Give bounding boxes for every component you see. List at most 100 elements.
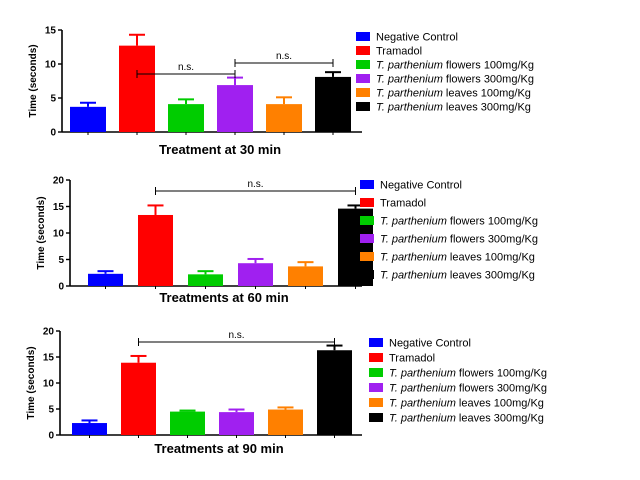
y-tick-label: 0: [48, 431, 54, 442]
significance-label: n.s.: [178, 62, 194, 73]
legend-label: T. parthenium leaves 300mg/Kg: [376, 102, 531, 114]
legend-label-text: flowers 100mg/Kg: [456, 368, 547, 380]
legend-label: T. parthenium leaves 300mg/Kg: [389, 413, 544, 425]
legend: Negative Control Tramadol T. parthenium fl…: [360, 180, 538, 282]
legend-label-italic: T. parthenium: [380, 270, 447, 282]
legend-label: Tramadol: [389, 353, 435, 365]
y-tick-label: 0: [58, 282, 64, 293]
legend-label-text: leaves 100mg/Kg: [447, 252, 535, 264]
legend-swatch: [369, 368, 383, 377]
legend-swatch: [369, 338, 383, 347]
legend-swatch: [369, 413, 383, 422]
legend-label-text: leaves 300mg/Kg: [447, 270, 535, 282]
bar-2: [138, 214, 173, 286]
legend-swatch: [360, 234, 374, 243]
bar-5: [266, 104, 302, 132]
legend-label-text: leaves 100mg/Kg: [443, 88, 531, 100]
legend-label-text: Tramadol: [380, 198, 426, 210]
legend-label: T. parthenium leaves 300mg/Kg: [380, 270, 535, 282]
y-tick-label: 5: [48, 405, 54, 416]
legend-label: T. parthenium flowers 100mg/Kg: [380, 216, 538, 228]
y-tick-label: 20: [43, 327, 55, 338]
legend: Negative Control Tramadol T. parthenium fl…: [369, 338, 547, 425]
legend-label: Tramadol: [376, 46, 422, 58]
legend-label-text: flowers 100mg/Kg: [443, 60, 534, 72]
legend-label-italic: T. parthenium: [389, 413, 456, 425]
legend-label: Negative Control: [380, 180, 462, 192]
legend-label-text: Negative Control: [376, 32, 458, 44]
legend-label-italic: T. parthenium: [380, 216, 447, 228]
x-axis-label: Treatments at 60 min: [159, 290, 288, 305]
legend-swatch: [360, 270, 374, 279]
legend-swatch: [356, 46, 370, 55]
bar-3: [188, 274, 223, 286]
legend-label: Negative Control: [376, 32, 458, 44]
legend-label-text: flowers 100mg/Kg: [447, 216, 538, 228]
significance-label: n.s.: [228, 330, 244, 341]
legend-label: T. parthenium flowers 300mg/Kg: [376, 74, 534, 86]
legend-label-italic: T. parthenium: [376, 60, 443, 72]
bar-1: [72, 423, 107, 435]
y-tick-label: 10: [45, 60, 57, 71]
y-tick-label: 15: [45, 26, 57, 37]
bar-5: [268, 409, 303, 435]
chart-panel-3: 0 5 10 15 20 Time (seconds) Treatments at 90 m…: [26, 327, 547, 457]
legend-label: Negative Control: [389, 338, 471, 350]
legend-label-italic: T. parthenium: [380, 234, 447, 246]
legend-swatch: [356, 88, 370, 97]
bar-4: [238, 263, 273, 286]
legend-label-italic: T. parthenium: [389, 368, 456, 380]
legend-swatch: [369, 398, 383, 407]
legend-label-italic: T. parthenium: [389, 383, 456, 395]
legend-swatch: [356, 74, 370, 83]
y-tick-label: 15: [53, 202, 65, 213]
legend-swatch: [356, 102, 370, 111]
legend-label-text: Negative Control: [380, 180, 462, 192]
bar-1: [88, 273, 123, 286]
legend-label-text: flowers 300mg/Kg: [447, 234, 538, 246]
legend-label: Tramadol: [380, 198, 426, 210]
y-axis-label: Time (seconds): [36, 196, 47, 269]
legend-swatch: [369, 353, 383, 362]
x-axis-label: Treatment at 30 min: [159, 142, 281, 157]
x-axis-label: Treatments at 90 min: [154, 441, 283, 456]
y-tick-label: 20: [53, 176, 65, 187]
legend-label-text: leaves 300mg/Kg: [456, 413, 544, 425]
legend-label: T. parthenium flowers 300mg/Kg: [380, 234, 538, 246]
legend-label: T. parthenium flowers 300mg/Kg: [389, 383, 547, 395]
legend-swatch: [356, 32, 370, 41]
y-tick-label: 10: [43, 379, 55, 390]
legend-swatch: [360, 180, 374, 189]
bar-2: [121, 362, 156, 435]
bar-6: [317, 350, 352, 435]
legend-swatch: [360, 252, 374, 261]
legend-label-text: leaves 100mg/Kg: [456, 398, 544, 410]
legend-label: T. parthenium leaves 100mg/Kg: [380, 252, 535, 264]
bar-6: [315, 76, 351, 132]
legend-label: T. parthenium flowers 100mg/Kg: [376, 60, 534, 72]
significance-label: n.s.: [276, 51, 292, 62]
bar-1: [70, 106, 106, 132]
legend-swatch: [360, 198, 374, 207]
bar-3: [170, 411, 205, 435]
y-tick-label: 15: [43, 353, 55, 364]
legend-swatch: [369, 383, 383, 392]
legend-label-text: Tramadol: [389, 353, 435, 365]
y-axis-label: Time (seconds): [26, 346, 37, 419]
legend-label-italic: T. parthenium: [376, 88, 443, 100]
legend-label-italic: T. parthenium: [376, 74, 443, 86]
legend-label-text: flowers 300mg/Kg: [456, 383, 547, 395]
y-axis-label: Time (seconds): [28, 44, 39, 117]
bar-3: [168, 104, 204, 132]
bar-2: [119, 45, 155, 132]
bar-4: [219, 412, 254, 435]
y-tick-label: 0: [50, 128, 56, 139]
bar-4: [217, 85, 253, 132]
legend-label-italic: T. parthenium: [380, 252, 447, 264]
legend-label-text: Tramadol: [376, 46, 422, 58]
y-tick-label: 5: [50, 94, 56, 105]
y-tick-label: 10: [53, 229, 65, 240]
y-tick-label: 5: [58, 255, 64, 266]
legend: Negative Control Tramadol T. parthenium fl…: [356, 32, 534, 114]
